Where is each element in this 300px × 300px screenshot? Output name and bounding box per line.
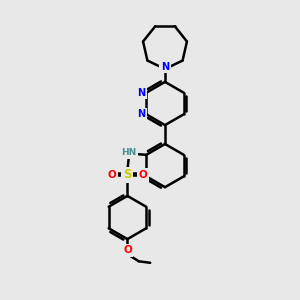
- Text: S: S: [123, 168, 132, 182]
- Text: N: N: [137, 88, 145, 98]
- Text: O: O: [107, 170, 116, 180]
- Text: O: O: [123, 245, 132, 256]
- Text: N: N: [161, 61, 169, 72]
- Text: O: O: [139, 170, 147, 180]
- Text: HN: HN: [121, 148, 136, 157]
- Text: N: N: [137, 109, 145, 119]
